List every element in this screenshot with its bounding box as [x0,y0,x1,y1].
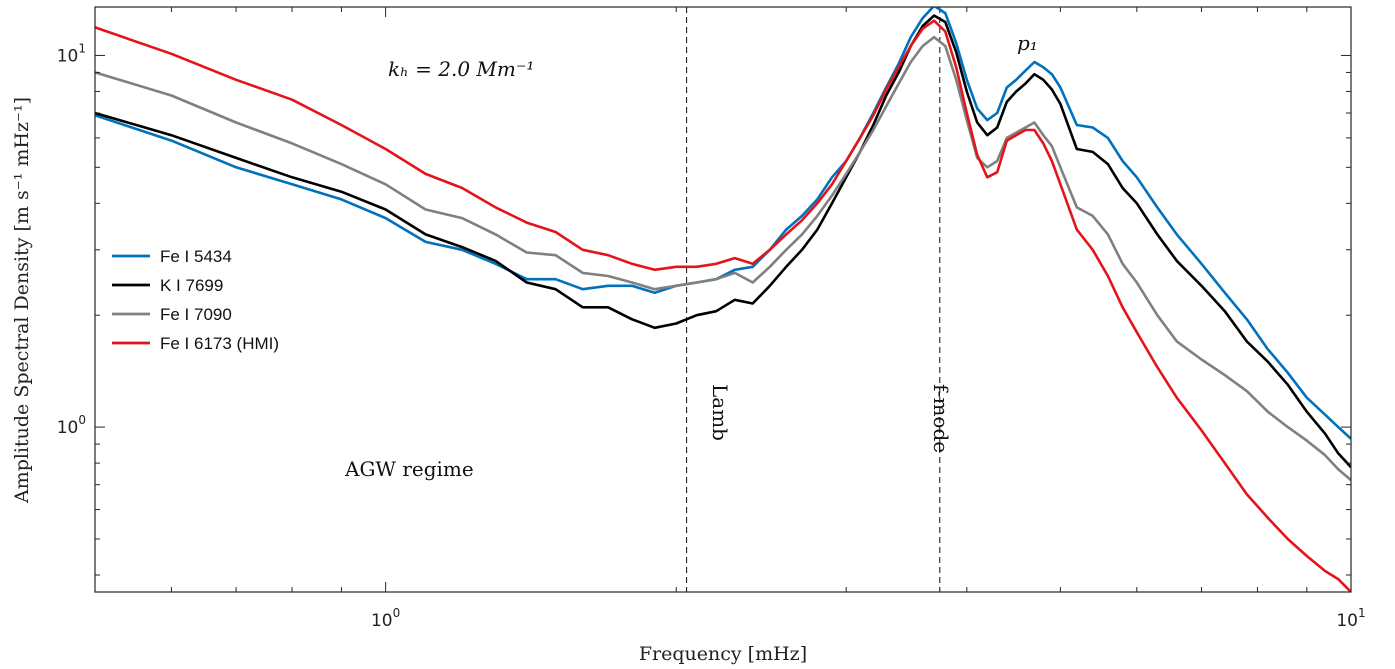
legend-label-3: Fe I 6173 (HMI) [160,334,279,353]
x-axis-title: Frequency [mHz] [639,643,807,665]
lamb-label: Lamb [708,384,732,441]
agw-regime-label: AGW regime [344,457,474,481]
x-tick-label: 100 [371,606,400,631]
p1-label: p₁ [1017,31,1038,55]
legend: Fe I 5434 K I 7699 Fe I 7090 Fe I 6173 (HMI… [112,247,279,353]
series-line-3 [95,19,1351,592]
fmode-label: f-mode [929,384,953,453]
y-tick-label: 101 [57,41,86,66]
series-line-0 [95,7,1351,440]
legend-label-2: Fe I 7090 [160,305,232,324]
plot-frame [94,6,1352,593]
legend-label-1: K I 7699 [160,276,223,295]
kh-annotation: kₕ = 2.0 Mm⁻¹ [388,57,534,81]
y-axis-title: Amplitude Spectral Density [m s⁻¹ mHz⁻¹] [11,97,33,504]
legend-label-0: Fe I 5434 [160,247,232,266]
series-line-2 [95,35,1351,482]
x-tick-label: 101 [1336,606,1365,631]
y-tick-label: 100 [57,413,86,438]
